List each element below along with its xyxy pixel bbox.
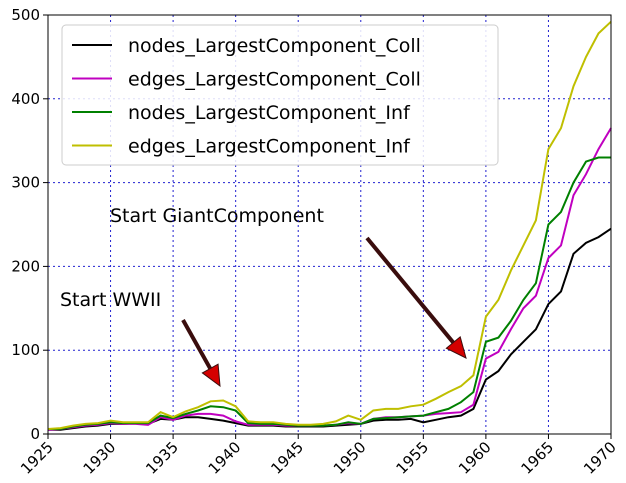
x-tick-label: 1965 — [518, 438, 558, 478]
y-tick-label: 0 — [30, 425, 40, 443]
x-tick-label: 1930 — [80, 438, 120, 478]
legend-box — [61, 24, 499, 166]
legend-label: nodes_LargestComponent_Inf — [128, 102, 411, 124]
legend: nodes_LargestComponent_Coll edges_Largest… — [61, 24, 499, 166]
y-tick-label: 500 — [11, 6, 40, 24]
y-tick-label: 300 — [11, 174, 40, 192]
arrow-shaft — [181, 319, 212, 370]
x-tick-label: 1960 — [455, 438, 495, 478]
x-tick-label: 1950 — [330, 438, 370, 478]
x-tick-label: 1940 — [205, 438, 245, 478]
arrow-head — [445, 335, 467, 359]
x-tick-label: 1970 — [580, 438, 620, 478]
annotation: Start GiantComponent — [110, 205, 324, 227]
line — [47, 127, 612, 431]
axes-frame — [47, 14, 612, 435]
x-tick-label: 1945 — [267, 438, 307, 478]
legend-label: nodes_LargestComponent_Coll — [128, 35, 421, 57]
y-tick-label: 200 — [11, 257, 40, 275]
arrow-head — [201, 363, 221, 388]
x-tick-label: 1955 — [392, 438, 432, 478]
legend-label: edges_LargestComponent_Coll — [128, 69, 421, 91]
arrow-shaft — [365, 236, 455, 344]
y-tick-label: 100 — [11, 341, 40, 359]
x-tick-label: 1925 — [17, 438, 57, 478]
line — [47, 20, 612, 430]
line — [48, 227, 612, 431]
x-tick-label: 1935 — [142, 438, 182, 478]
legend-label: edges_LargestComponent_Inf — [128, 136, 411, 158]
y-tick-label: 400 — [11, 90, 40, 108]
